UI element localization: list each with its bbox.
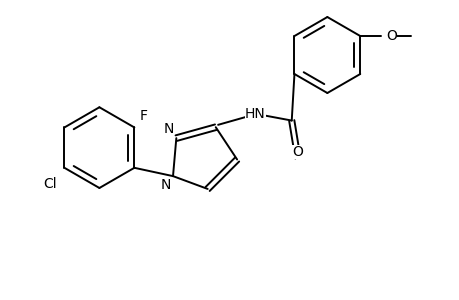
Text: HN: HN [244,107,265,122]
Text: N: N [160,178,170,193]
Text: O: O [386,29,397,43]
Text: F: F [140,109,148,123]
Text: N: N [163,122,174,136]
Text: Cl: Cl [44,177,57,191]
Text: O: O [292,146,302,159]
